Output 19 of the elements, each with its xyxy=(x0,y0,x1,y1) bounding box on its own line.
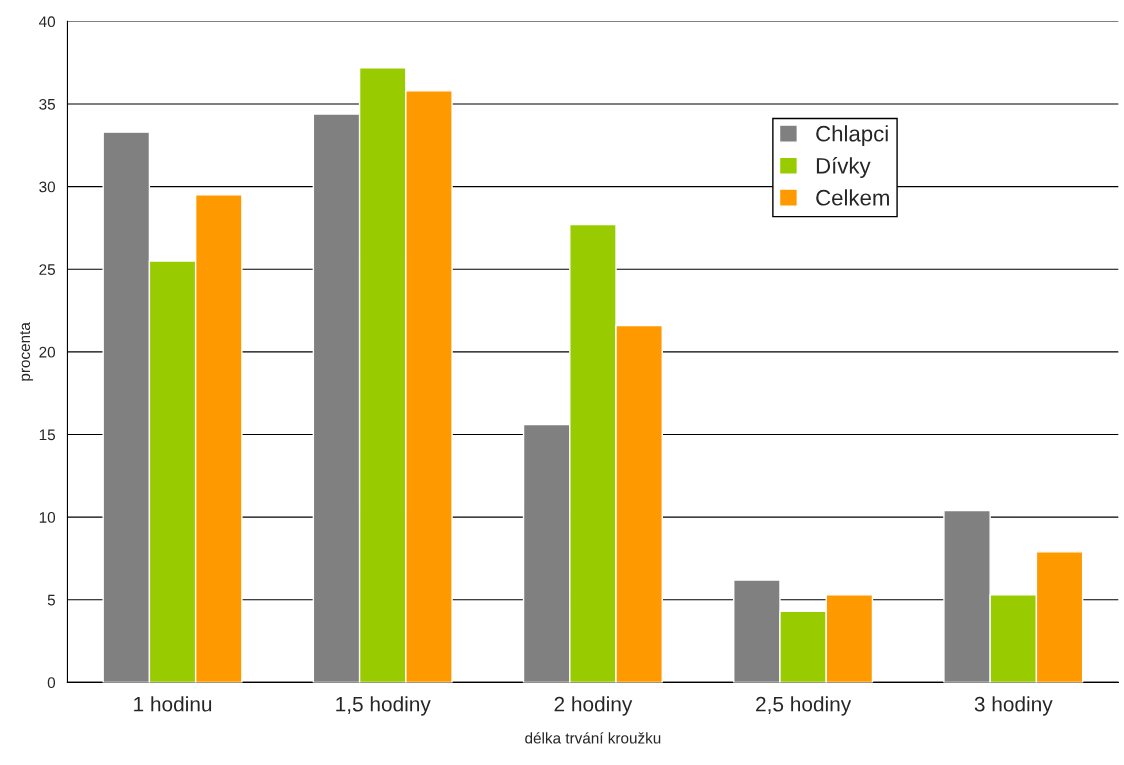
y-axis-title: procenta xyxy=(20,322,34,381)
x-tick-label: 1,5 hodiny xyxy=(336,696,431,716)
y-tick-label: 5 xyxy=(47,594,55,606)
y-tick-label: 30 xyxy=(39,181,56,193)
legend-label: Celkem xyxy=(816,189,889,206)
legend-label: Dívky xyxy=(816,157,871,179)
y-tick-label: 35 xyxy=(39,98,55,110)
x-tick-label: 2 hodiny xyxy=(554,696,633,716)
legend-label: Chlapci xyxy=(816,125,888,146)
y-tick-label: 20 xyxy=(39,346,56,358)
x-tick-label: 2,5 hodiny xyxy=(756,696,852,716)
y-tick-label: 40 xyxy=(38,16,56,28)
x-axis-title: délka trvání kroužku xyxy=(525,732,661,744)
y-tick-label: 25 xyxy=(39,264,55,275)
y-tick-label: 10 xyxy=(39,512,56,523)
x-tick-label: 1 hodinu xyxy=(134,696,212,712)
y-tick-label: 15 xyxy=(39,429,55,441)
y-tick-label: 0 xyxy=(47,677,56,689)
x-tick-label: 3 hodiny xyxy=(974,696,1053,716)
